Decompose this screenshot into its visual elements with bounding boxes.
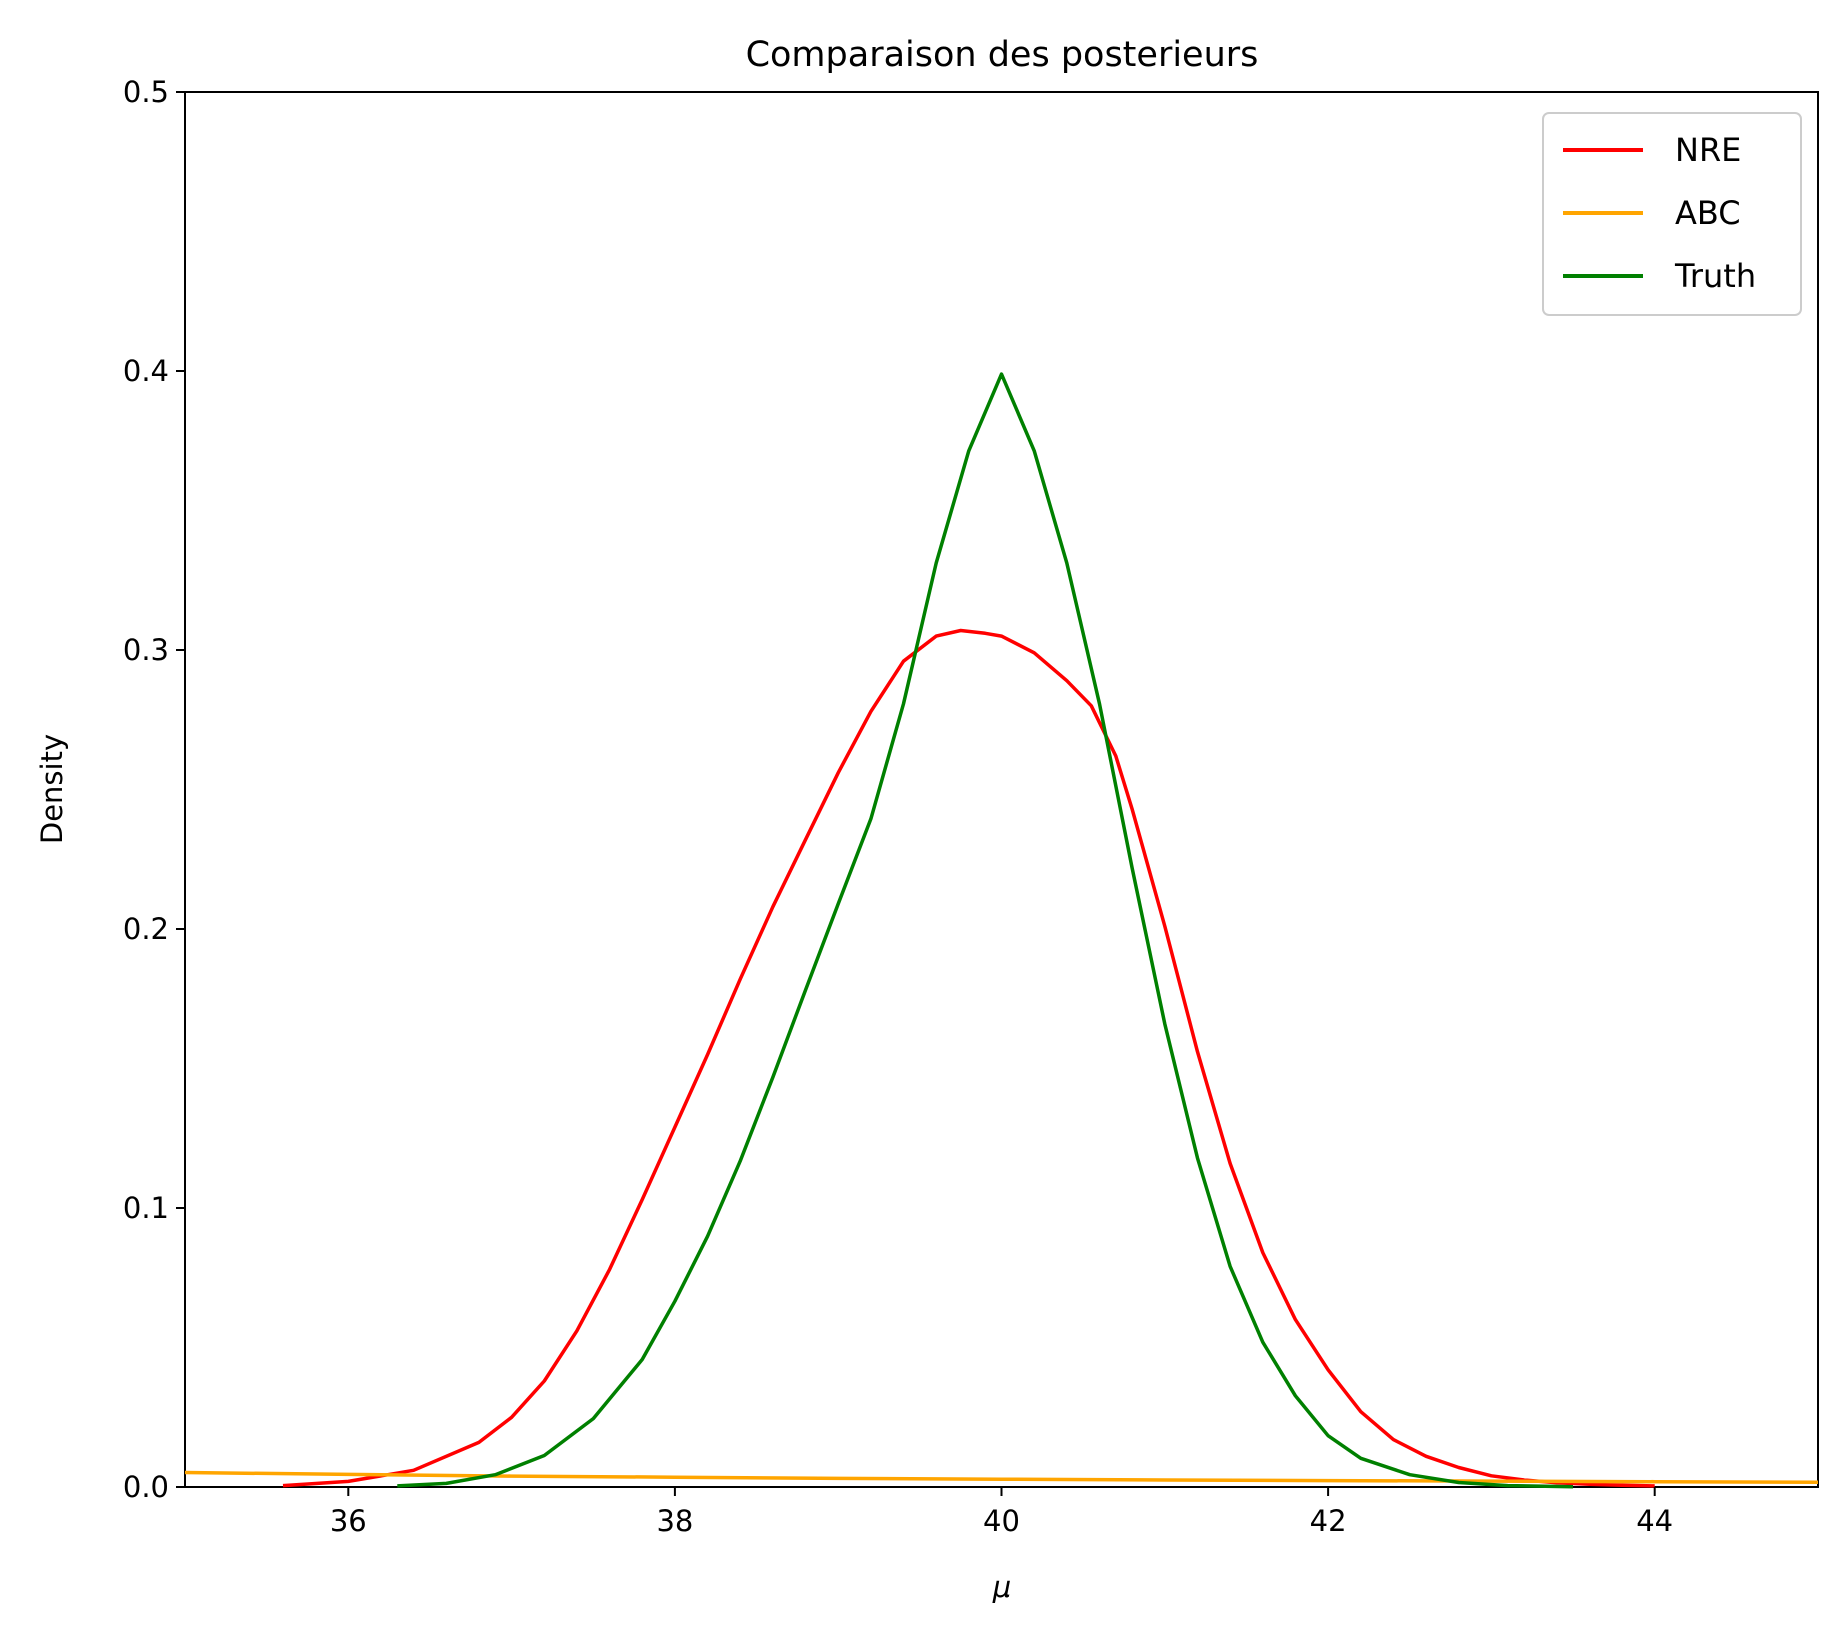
legend-label-abc: ABC: [1675, 194, 1741, 232]
y-tick-label: 0.1: [123, 1191, 169, 1225]
y-tick-label: 0.4: [123, 354, 169, 388]
series-layer: [184, 372, 1819, 1489]
series-line-abc: [184, 1470, 1819, 1485]
y-tick-label: 0.2: [123, 912, 169, 946]
x-tick-label: 38: [656, 1504, 693, 1538]
y-tick-label: 0.5: [123, 75, 169, 109]
x-tick-label: 44: [1636, 1504, 1673, 1538]
legend-label-truth: Truth: [1674, 257, 1756, 295]
x-tick-label: 40: [983, 1504, 1020, 1538]
series-line-truth: [397, 372, 1574, 1489]
x-tick-label: 42: [1310, 1504, 1347, 1538]
x-axis-label: μ: [992, 1570, 1011, 1604]
y-axis-ticks: 0.0 0.1 0.2 0.3 0.4 0.5: [123, 75, 185, 1504]
legend: NRE ABC Truth: [1542, 112, 1802, 316]
legend-items: NRE ABC Truth: [1563, 131, 1756, 295]
chart-title: Comparaison des posterieurs: [746, 35, 1259, 75]
x-tick-label: 36: [330, 1504, 367, 1538]
legend-frame: [1542, 112, 1802, 316]
series-line-nre: [282, 628, 1655, 1488]
legend-label-nre: NRE: [1675, 131, 1741, 169]
y-axis-label: Density: [35, 734, 69, 844]
x-axis-ticks: 36 38 40 42 44: [330, 1487, 1673, 1538]
y-tick-label: 0.0: [123, 1470, 169, 1504]
y-tick-label: 0.3: [123, 633, 169, 667]
